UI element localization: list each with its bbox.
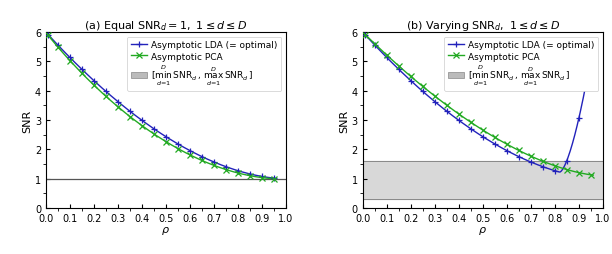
X-axis label: $\rho$: $\rho$ — [479, 225, 487, 236]
Legend: Asymptotic LDA (= optimal), Asymptotic PCA, $[\min_{d=1}^{D}\,\mathrm{SNR}_d,\,\: Asymptotic LDA (= optimal), Asymptotic P… — [444, 38, 599, 91]
Title: (a) Equal $\mathrm{SNR}_d = 1,\ 1 \leq d \leq D$: (a) Equal $\mathrm{SNR}_d = 1,\ 1 \leq d… — [84, 19, 247, 33]
Legend: Asymptotic LDA (= optimal), Asymptotic PCA, $[\min_{d=1}^{D}\,\mathrm{SNR}_d,\,\: Asymptotic LDA (= optimal), Asymptotic P… — [127, 38, 282, 91]
Y-axis label: SNR: SNR — [22, 109, 32, 132]
X-axis label: $\rho$: $\rho$ — [162, 225, 170, 236]
Title: (b) Varying $\mathrm{SNR}_d,\ 1 \leq d \leq D$: (b) Varying $\mathrm{SNR}_d,\ 1 \leq d \… — [406, 19, 560, 33]
Bar — [363, 162, 603, 200]
Y-axis label: SNR: SNR — [339, 109, 349, 132]
